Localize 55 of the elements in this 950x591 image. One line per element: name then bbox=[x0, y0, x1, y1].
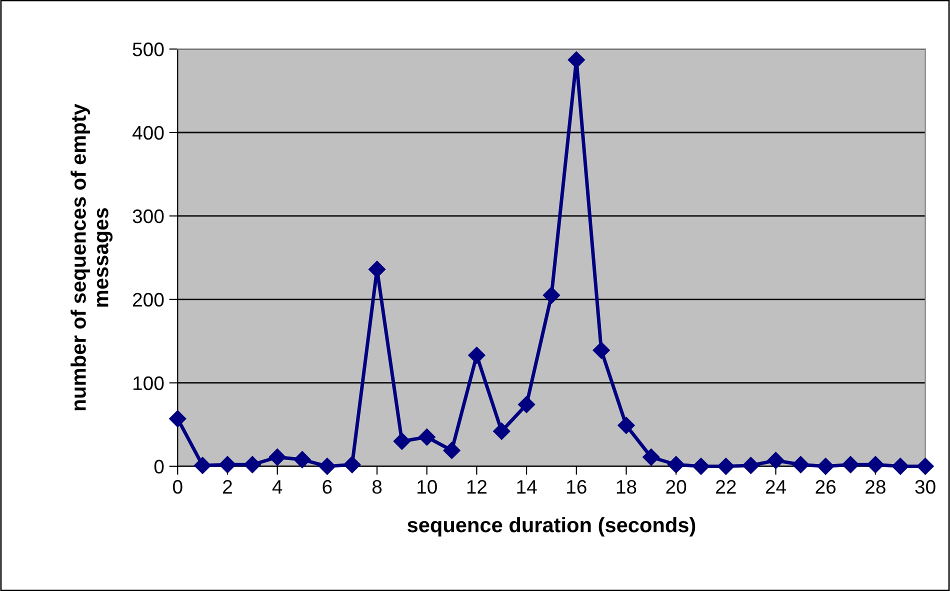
x-tick-label: 20 bbox=[666, 480, 686, 494]
point bbox=[717, 458, 734, 475]
point bbox=[568, 51, 585, 68]
y-tick-label: 100 bbox=[134, 376, 164, 390]
x-tick-label: 8 bbox=[372, 480, 382, 494]
point bbox=[642, 448, 660, 466]
point bbox=[592, 342, 610, 359]
point bbox=[418, 428, 436, 446]
x-tick-label: 30 bbox=[915, 480, 936, 494]
y-tick-label: 200 bbox=[132, 292, 164, 307]
point bbox=[344, 456, 361, 474]
x-tick-label: 6 bbox=[322, 480, 332, 494]
point bbox=[218, 456, 236, 474]
x-tick-label: 14 bbox=[517, 480, 537, 494]
point bbox=[393, 432, 410, 450]
x-tick-label: 10 bbox=[418, 480, 437, 494]
y-tick-label: 500 bbox=[132, 42, 164, 56]
x-tick-label: 24 bbox=[766, 480, 786, 494]
point bbox=[294, 451, 311, 468]
x-tick-label: 4 bbox=[272, 480, 282, 494]
point bbox=[866, 456, 884, 474]
x-tick-label: 12 bbox=[467, 480, 487, 494]
point bbox=[468, 346, 486, 364]
point bbox=[767, 452, 784, 470]
point bbox=[817, 458, 834, 475]
point bbox=[518, 396, 536, 414]
y-tick-label: 0 bbox=[154, 460, 164, 474]
x-tick-label: 18 bbox=[616, 480, 636, 494]
point bbox=[318, 458, 336, 475]
point bbox=[892, 458, 909, 475]
x-tick-label: 16 bbox=[567, 480, 586, 494]
y-tick-label: 400 bbox=[132, 126, 164, 140]
x-tick-label: 22 bbox=[716, 480, 736, 494]
x-tick-label: 2 bbox=[223, 480, 232, 494]
y-tick-label: 300 bbox=[132, 209, 164, 224]
point bbox=[194, 456, 212, 474]
point bbox=[244, 456, 261, 474]
point bbox=[842, 456, 860, 474]
point bbox=[792, 456, 810, 474]
point bbox=[443, 442, 460, 459]
x-axis-title: sequence duration (seconds) bbox=[408, 517, 696, 536]
point bbox=[742, 456, 760, 474]
point bbox=[668, 456, 685, 474]
point bbox=[692, 458, 710, 475]
point bbox=[268, 448, 286, 466]
x-tick-label: 26 bbox=[816, 480, 836, 494]
y-axis-title: number of sequences of empty messages bbox=[70, 104, 113, 410]
point bbox=[916, 458, 934, 475]
point bbox=[169, 410, 186, 428]
point bbox=[542, 286, 560, 304]
x-tick-label: 0 bbox=[173, 480, 182, 494]
point bbox=[493, 422, 510, 440]
x-tick-label: 28 bbox=[866, 480, 886, 494]
point bbox=[368, 260, 386, 278]
point bbox=[618, 416, 635, 434]
